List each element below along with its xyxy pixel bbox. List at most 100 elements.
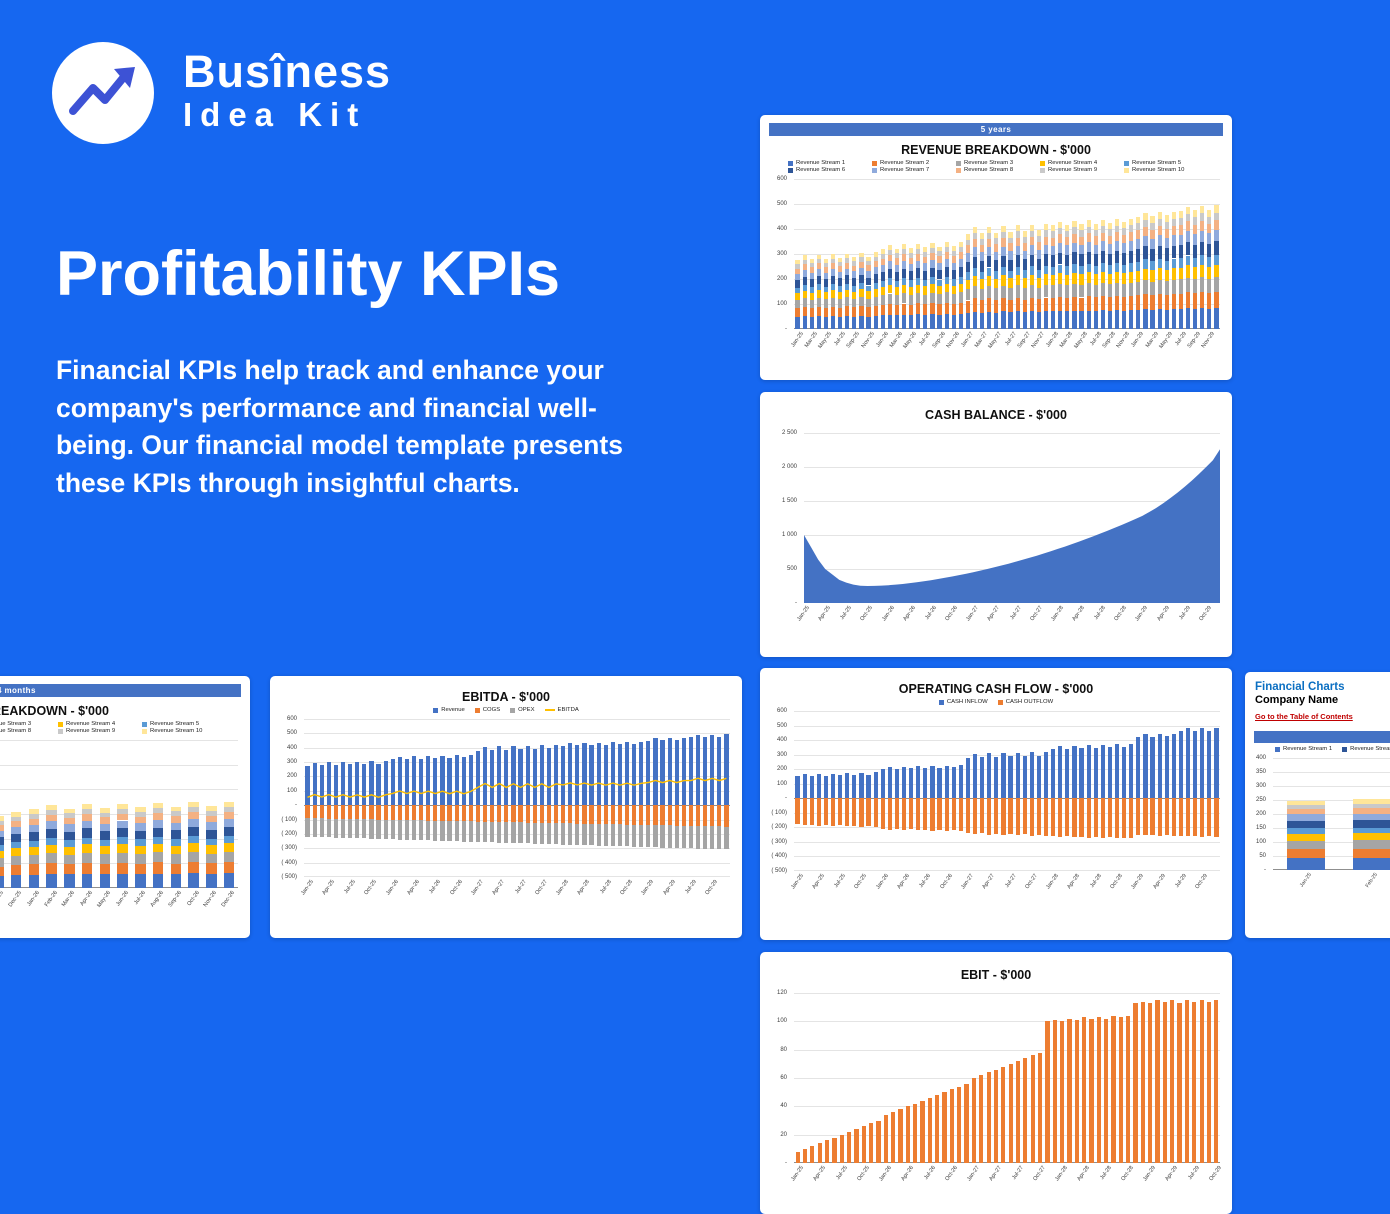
bar-segment (1029, 266, 1034, 275)
bar-segment (994, 278, 999, 289)
bar-segment (1001, 311, 1006, 329)
bar-segment (905, 1106, 910, 1163)
bar-segment (46, 862, 57, 874)
bar-segment (930, 247, 935, 254)
x-axis-label: Jul-26 (924, 605, 938, 621)
bar-segment (873, 256, 878, 262)
y-axis-label: 2 000 (781, 464, 797, 470)
bar-segment (880, 295, 885, 305)
bar-segment (1065, 254, 1070, 267)
bar-segment (816, 297, 821, 307)
bar-segment (832, 1137, 837, 1163)
grid-line (794, 740, 1220, 741)
bar-segment (845, 798, 850, 827)
bar-segment (355, 761, 360, 806)
x-axis-label: May-29 (1158, 331, 1174, 350)
bar-segment (980, 757, 985, 799)
bar-segment (994, 232, 999, 239)
bar-segment (845, 283, 850, 290)
bar-segment (1074, 1019, 1079, 1163)
bar-segment (1093, 311, 1098, 329)
x-axis-label: Nov-28 (1115, 331, 1132, 350)
brand-logo (52, 42, 154, 144)
bar-segment (568, 743, 573, 806)
bar-segment (972, 286, 978, 299)
x-axis-label: Jan-29 (1130, 873, 1146, 891)
y-axis-label: 500 (776, 723, 787, 729)
bar-segment (1143, 259, 1148, 269)
table-of-contents-link[interactable]: Go to the Table of Contents (1255, 712, 1353, 721)
bar-segment (951, 798, 956, 831)
bar-segment (0, 820, 4, 826)
grid-line (1273, 772, 1390, 773)
x-axis-label: Oct-27 (534, 879, 549, 897)
bar-segment (859, 268, 864, 275)
grid-line (1273, 800, 1390, 801)
bar-segment (0, 837, 4, 846)
bar-segment (1185, 231, 1191, 243)
x-axis-label: Apr-25 (817, 605, 833, 623)
bar-segment (880, 272, 885, 281)
bar-segment (972, 233, 978, 240)
bar-segment (901, 249, 907, 255)
bar-segment (348, 805, 353, 819)
bar-segment (582, 823, 587, 846)
bar-segment (1093, 223, 1098, 230)
bar-segment (1051, 255, 1056, 267)
bar-segment (81, 814, 93, 821)
bar-segment (99, 846, 110, 855)
bar-segment (64, 824, 75, 832)
bar-segment (64, 818, 75, 825)
bar-segment (873, 305, 878, 316)
bar-segment (1058, 296, 1063, 311)
bar-segment (1093, 297, 1098, 312)
bar-segment (511, 822, 516, 843)
bar-segment (1008, 1063, 1013, 1163)
bar-segment (894, 304, 899, 316)
x-axis-label: Apr-27 (986, 605, 1002, 623)
bar-segment (958, 266, 963, 277)
x-axis-label: Jan-25 (789, 873, 805, 891)
legend-item: Revenue Stream 9 (1040, 167, 1120, 173)
bar-segment (944, 292, 949, 303)
bar-segment (1193, 267, 1198, 280)
bar-segment (1079, 266, 1084, 275)
bar-segment (152, 819, 164, 828)
bar-segment (894, 264, 899, 272)
bar-segment (1143, 280, 1148, 295)
bar-segment (1207, 209, 1212, 217)
bar-segment (1051, 297, 1056, 312)
bar-segment (1100, 283, 1105, 297)
legend-item: Revenue Stream 1 (788, 160, 868, 166)
bar-segment (1178, 308, 1183, 329)
bar-segment (809, 263, 814, 268)
chart-legend: Revenue COGS OPEX EBITDA (270, 704, 742, 713)
bar-segment (1008, 299, 1013, 313)
bar-segment (610, 742, 615, 806)
bar-segment (426, 756, 431, 806)
bar-segment (1093, 236, 1098, 245)
bar-segment (383, 805, 388, 820)
legend-marker-icon (58, 721, 63, 727)
bar-segment (909, 252, 914, 258)
bar-segment (930, 292, 935, 304)
bar-segment (916, 243, 921, 249)
bar-segment (152, 836, 164, 844)
bar-segment (1129, 295, 1134, 311)
bar-segment (152, 808, 164, 814)
chart-title: EBITDA - $'000 (462, 690, 550, 704)
bar-segment (1193, 224, 1198, 234)
x-axis-label: Apr-28 (1066, 873, 1082, 891)
plot-area (1273, 758, 1390, 870)
bar-segment (802, 298, 807, 307)
bar-segment (901, 284, 907, 294)
x-axis-label: Jan-26 (384, 879, 400, 897)
bar-segment (901, 278, 907, 285)
bar-segment (1164, 269, 1169, 282)
bar-segment (916, 766, 921, 799)
bar-segment (419, 758, 424, 806)
bar-segment (930, 277, 935, 285)
legend-label: Revenue Stream 4 (66, 721, 116, 727)
bar-segment (1171, 211, 1176, 219)
bar-segment (117, 873, 128, 888)
